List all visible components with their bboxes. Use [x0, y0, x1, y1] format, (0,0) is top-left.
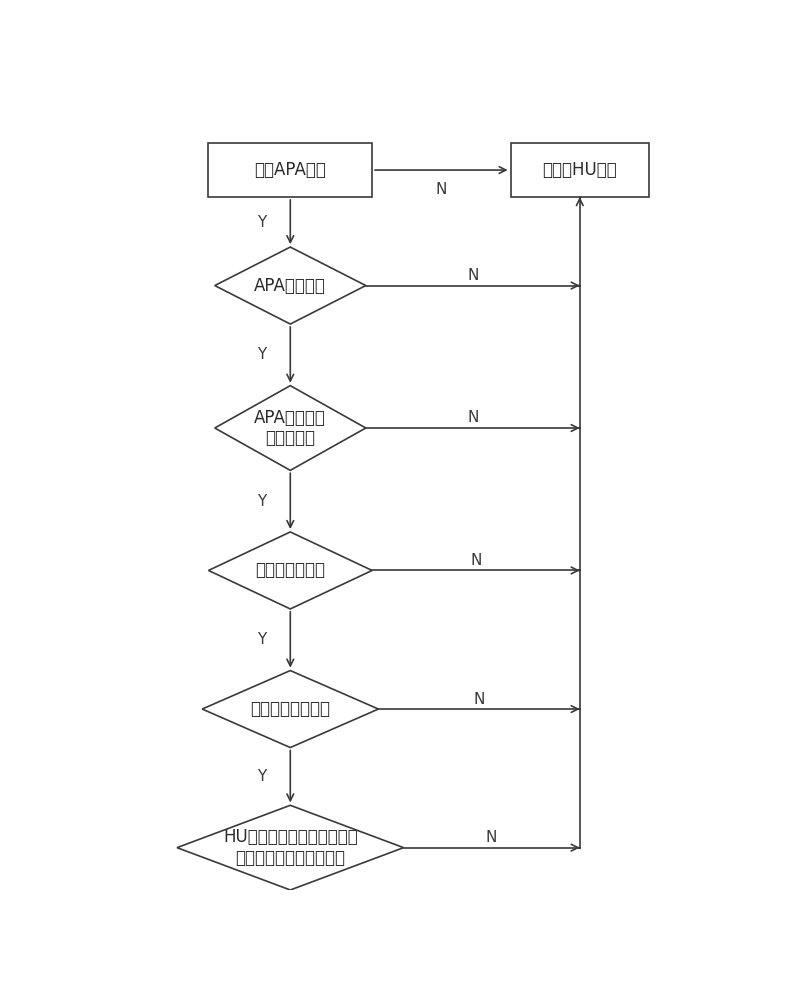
Polygon shape [177, 805, 403, 890]
Text: N: N [435, 182, 447, 197]
Bar [208, 143, 371, 197]
Text: Y: Y [257, 632, 266, 647]
Bar [510, 143, 648, 197]
Polygon shape [208, 532, 371, 609]
Text: 维持原HU界面: 维持原HU界面 [542, 161, 616, 179]
Text: N: N [485, 830, 497, 845]
Polygon shape [214, 386, 366, 470]
Polygon shape [202, 671, 378, 748]
Text: Y: Y [257, 769, 266, 784]
Text: N: N [466, 410, 478, 425]
Text: 网关进行信号转发: 网关进行信号转发 [250, 700, 330, 718]
Text: N: N [466, 268, 478, 283]
Text: 网关接收到信号: 网关接收到信号 [255, 561, 325, 579]
Text: Y: Y [257, 494, 266, 509]
Text: APA发送关闭
信号到网关: APA发送关闭 信号到网关 [254, 409, 326, 447]
Text: N: N [470, 553, 481, 568]
Polygon shape [214, 247, 366, 324]
Text: HU接受到信号，退出界面显
示，自动泊车功能被关闭: HU接受到信号，退出界面显 示，自动泊车功能被关闭 [223, 828, 357, 867]
Text: APA收到信号: APA收到信号 [254, 277, 326, 295]
Text: Y: Y [257, 215, 266, 230]
Text: 按下APA开关: 按下APA开关 [254, 161, 326, 179]
Text: Y: Y [257, 347, 266, 362]
Text: N: N [473, 692, 484, 707]
